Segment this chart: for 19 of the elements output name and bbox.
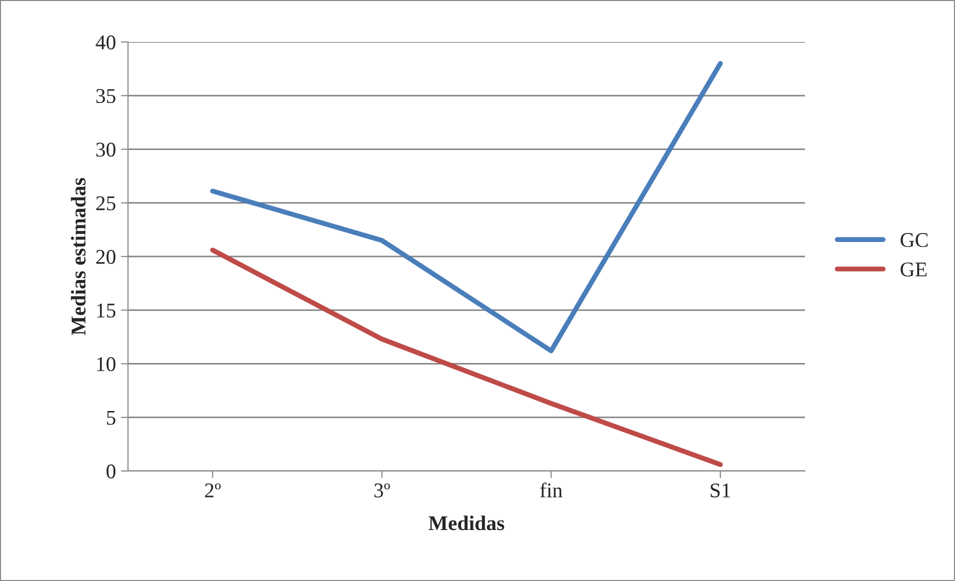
y-tick-label: 35 xyxy=(96,89,116,104)
y-tick-label: 30 xyxy=(96,142,116,157)
y-tick-label: 25 xyxy=(96,196,116,210)
y-tick-label: 10 xyxy=(97,357,116,372)
x-tick-label: 2º xyxy=(205,483,221,498)
legend-label: GC xyxy=(900,233,928,248)
y-tick-label: 40 xyxy=(96,35,116,50)
x-axis-title: Medidas xyxy=(428,516,504,530)
legend-label: GE xyxy=(900,262,927,276)
x-tick-label: S1 xyxy=(710,483,730,498)
y-tick-label: 20 xyxy=(96,250,116,264)
y-tick-label: 15 xyxy=(97,304,116,318)
y-tick-label: 5 xyxy=(106,410,116,425)
line-series xyxy=(210,61,723,354)
line-series xyxy=(210,248,723,467)
y-axis-title: Medias estimadas xyxy=(70,178,86,336)
y-tick-label: 0 xyxy=(106,464,116,478)
x-tick-label: 3º xyxy=(374,483,390,498)
x-tick-label: fin xyxy=(540,482,562,498)
